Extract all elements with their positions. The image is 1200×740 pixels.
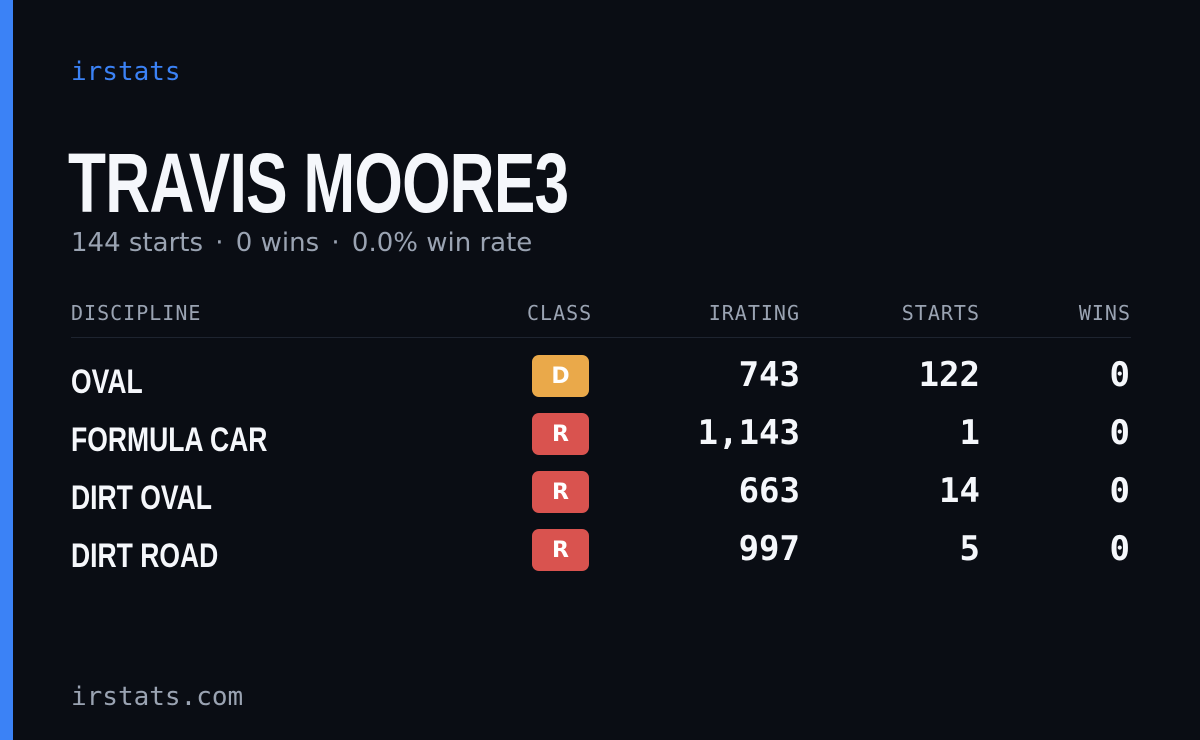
win-rate: 0.0% win rate [351, 228, 533, 258]
driver-name: TRAVIS MOORE3 [68, 136, 569, 230]
discipline-name: DIRT ROAD [71, 537, 219, 575]
wins-value: 0 [1109, 471, 1130, 511]
table-row: OVAL D 743 122 0 [71, 353, 1131, 411]
discipline-name: DIRT OVAL [71, 479, 212, 517]
wins-value: 0 [1109, 529, 1130, 569]
header-discipline: DISCIPLINE [71, 301, 202, 325]
table-row: DIRT ROAD R 997 5 0 [71, 527, 1131, 585]
license-class-badge: R [532, 471, 589, 513]
separator: · [215, 228, 224, 258]
table-row: DIRT OVAL R 663 14 0 [71, 469, 1131, 527]
wins-value: 0 [1109, 355, 1130, 395]
table-row: FORMULA CAR R 1,143 1 0 [71, 411, 1131, 469]
accent-bar [0, 0, 13, 740]
license-class-badge: R [532, 413, 589, 455]
header-irating: IRATING [708, 301, 800, 325]
irating-value: 743 [738, 355, 800, 395]
starts-count: 144 starts [71, 228, 203, 258]
discipline-name: FORMULA CAR [71, 421, 268, 459]
starts-value: 5 [959, 529, 980, 569]
starts-value: 14 [939, 471, 980, 511]
separator: · [331, 228, 340, 258]
license-class-badge: D [532, 355, 589, 397]
discipline-name: OVAL [71, 363, 143, 401]
header-starts: STARTS [901, 301, 980, 325]
wins-value: 0 [1109, 413, 1130, 453]
header-class: CLASS [527, 301, 593, 325]
irating-value: 1,143 [697, 413, 800, 453]
irating-value: 663 [738, 471, 800, 511]
starts-value: 1 [959, 413, 980, 453]
table-header: DISCIPLINE CLASS IRATING STARTS WINS [71, 296, 1131, 338]
wins-count: 0 wins [235, 228, 320, 258]
table-body: OVAL D 743 122 0 FORMULA CAR R 1,143 1 0… [71, 338, 1131, 585]
driver-summary: 144 starts · 0 wins · 0.0% win rate [71, 228, 532, 258]
starts-value: 122 [918, 355, 980, 395]
irating-value: 997 [738, 529, 800, 569]
license-class-badge: R [532, 529, 589, 571]
brand-logo-text: irstats [71, 57, 181, 87]
header-wins: WINS [1078, 301, 1131, 325]
discipline-stats-table: DISCIPLINE CLASS IRATING STARTS WINS OVA… [71, 296, 1131, 585]
footer-url: irstats.com [71, 682, 244, 712]
